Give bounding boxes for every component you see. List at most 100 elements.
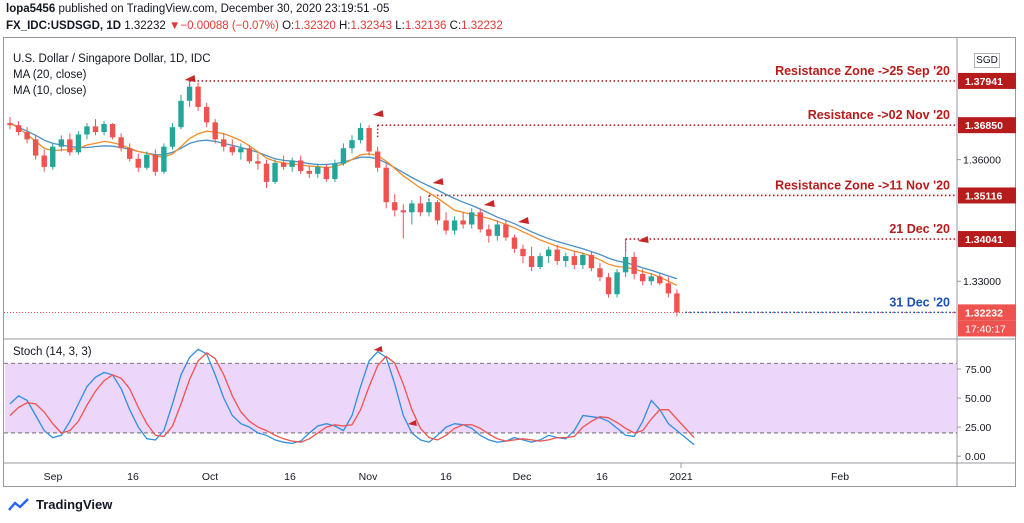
time-axis-label: 16 (440, 471, 452, 483)
candle-body (24, 132, 30, 140)
resistance-label: 31 Dec '20 (889, 295, 950, 309)
candle-body (229, 146, 235, 153)
candle-body (648, 276, 654, 282)
candle-body (486, 229, 492, 236)
time-axis-label: 16 (284, 471, 296, 483)
candle-body (597, 268, 603, 278)
candle-body (32, 139, 39, 156)
candle-body (640, 273, 646, 282)
high-value: 1.32343 (350, 20, 393, 32)
countdown-box (958, 320, 1016, 337)
candle-body (186, 86, 193, 101)
candle-body (511, 237, 518, 249)
signal-marker-icon (518, 217, 529, 224)
candle-body (127, 148, 133, 159)
candle-body (135, 158, 141, 168)
candle-body (409, 203, 415, 213)
signal-marker-icon (483, 200, 495, 207)
stoch-tick-label: 0.00 (965, 451, 986, 463)
time-axis-label: Feb (831, 471, 849, 483)
candle-body (101, 123, 107, 133)
candle-body (41, 155, 47, 167)
candle-body (588, 254, 595, 269)
candle-body (212, 122, 218, 140)
chart-frame (3, 37, 1016, 487)
signal-marker-icon (372, 110, 384, 117)
stoch-tick-label: 50.00 (965, 393, 991, 405)
price-label-text: 1.34041 (965, 234, 1003, 246)
publish-info: lopa5456 published on TradingView.com, D… (6, 3, 389, 15)
candle-body (580, 254, 586, 266)
candle-body (306, 170, 312, 174)
ma20-legend: MA (20, close) (13, 69, 87, 81)
currency-badge[interactable]: SGD (974, 53, 1000, 68)
publish-date: published on TradingView.com, December 3… (58, 3, 390, 15)
resistance-label: Resistance Zone ->11 Nov '20 (775, 178, 950, 192)
candle-body (477, 212, 483, 230)
last-price: 1.32232 (124, 20, 166, 32)
candle-body (203, 106, 210, 123)
candle-body (417, 203, 424, 213)
stoch-legend: Stoch (14, 3, 3) (13, 346, 92, 358)
time-axis-label: 16 (127, 471, 139, 483)
candle-body (545, 249, 552, 257)
candle-body (7, 123, 13, 126)
signal-marker-icon (637, 236, 649, 243)
candle-body (657, 276, 663, 284)
price-label-box (958, 187, 1016, 204)
publisher-name: lopa5456 (6, 3, 56, 15)
time-axis-label: Oct (202, 471, 218, 483)
ma10-legend: MA (10, close) (13, 85, 87, 97)
time-axis-label: Dec (513, 471, 532, 483)
high-label: H: (339, 20, 351, 32)
candle-body (614, 272, 620, 295)
candle-body (469, 212, 475, 225)
symbol-label: FX_IDC:USDSGD, 1D (6, 20, 122, 32)
candle-body (315, 166, 321, 174)
chart-title: U.S. Dollar / Singapore Dollar, 1D, IDC (13, 53, 211, 65)
candle-body (298, 160, 304, 171)
low-label: L: (395, 20, 405, 32)
candle-body (605, 277, 612, 295)
close-label: C: (449, 20, 462, 32)
open-label: O: (282, 20, 295, 32)
candle-body (426, 202, 432, 213)
candle-body (332, 163, 338, 180)
candle-body (152, 154, 159, 172)
candle-body (92, 126, 99, 133)
price-label-box (958, 304, 1016, 321)
time-axis-label: 16 (596, 471, 608, 483)
price-change: ▼−0.00088 (−0.07%) (169, 20, 279, 32)
price-tick-label: 1.33000 (963, 276, 1001, 288)
candle-body (169, 127, 176, 147)
candle-body (443, 220, 449, 231)
stoch-k-line (9, 348, 695, 446)
candle-body (50, 146, 56, 167)
candle-body (434, 202, 441, 221)
price-label-text: 1.35116 (965, 190, 1003, 202)
signal-marker-icon (184, 75, 196, 82)
candle-body (246, 148, 253, 162)
candle-body (144, 154, 150, 168)
candle-body (238, 148, 244, 153)
price-tick-label: 1.36000 (963, 155, 1001, 167)
tradingview-brand: TradingView (36, 497, 113, 512)
stoch-tick-label: 25.00 (965, 422, 991, 434)
candle-body (503, 224, 509, 238)
candle-body (84, 126, 90, 135)
candle-body (383, 167, 389, 203)
candle-body (221, 139, 227, 147)
tradingview-logo[interactable]: TradingView (8, 497, 112, 512)
stoch-marker-icon (407, 420, 417, 426)
time-axis-label: Sep (44, 471, 63, 483)
candle-body (15, 125, 22, 133)
resistance-label: Resistance ->02 Nov '20 (808, 108, 950, 122)
candle-body (272, 162, 278, 182)
candle-body (280, 162, 287, 167)
price-label-text: 1.32232 (965, 307, 1003, 319)
candle-body (366, 128, 372, 152)
candle-body (537, 256, 543, 268)
candle-body (178, 100, 184, 128)
candle-body (460, 220, 466, 225)
